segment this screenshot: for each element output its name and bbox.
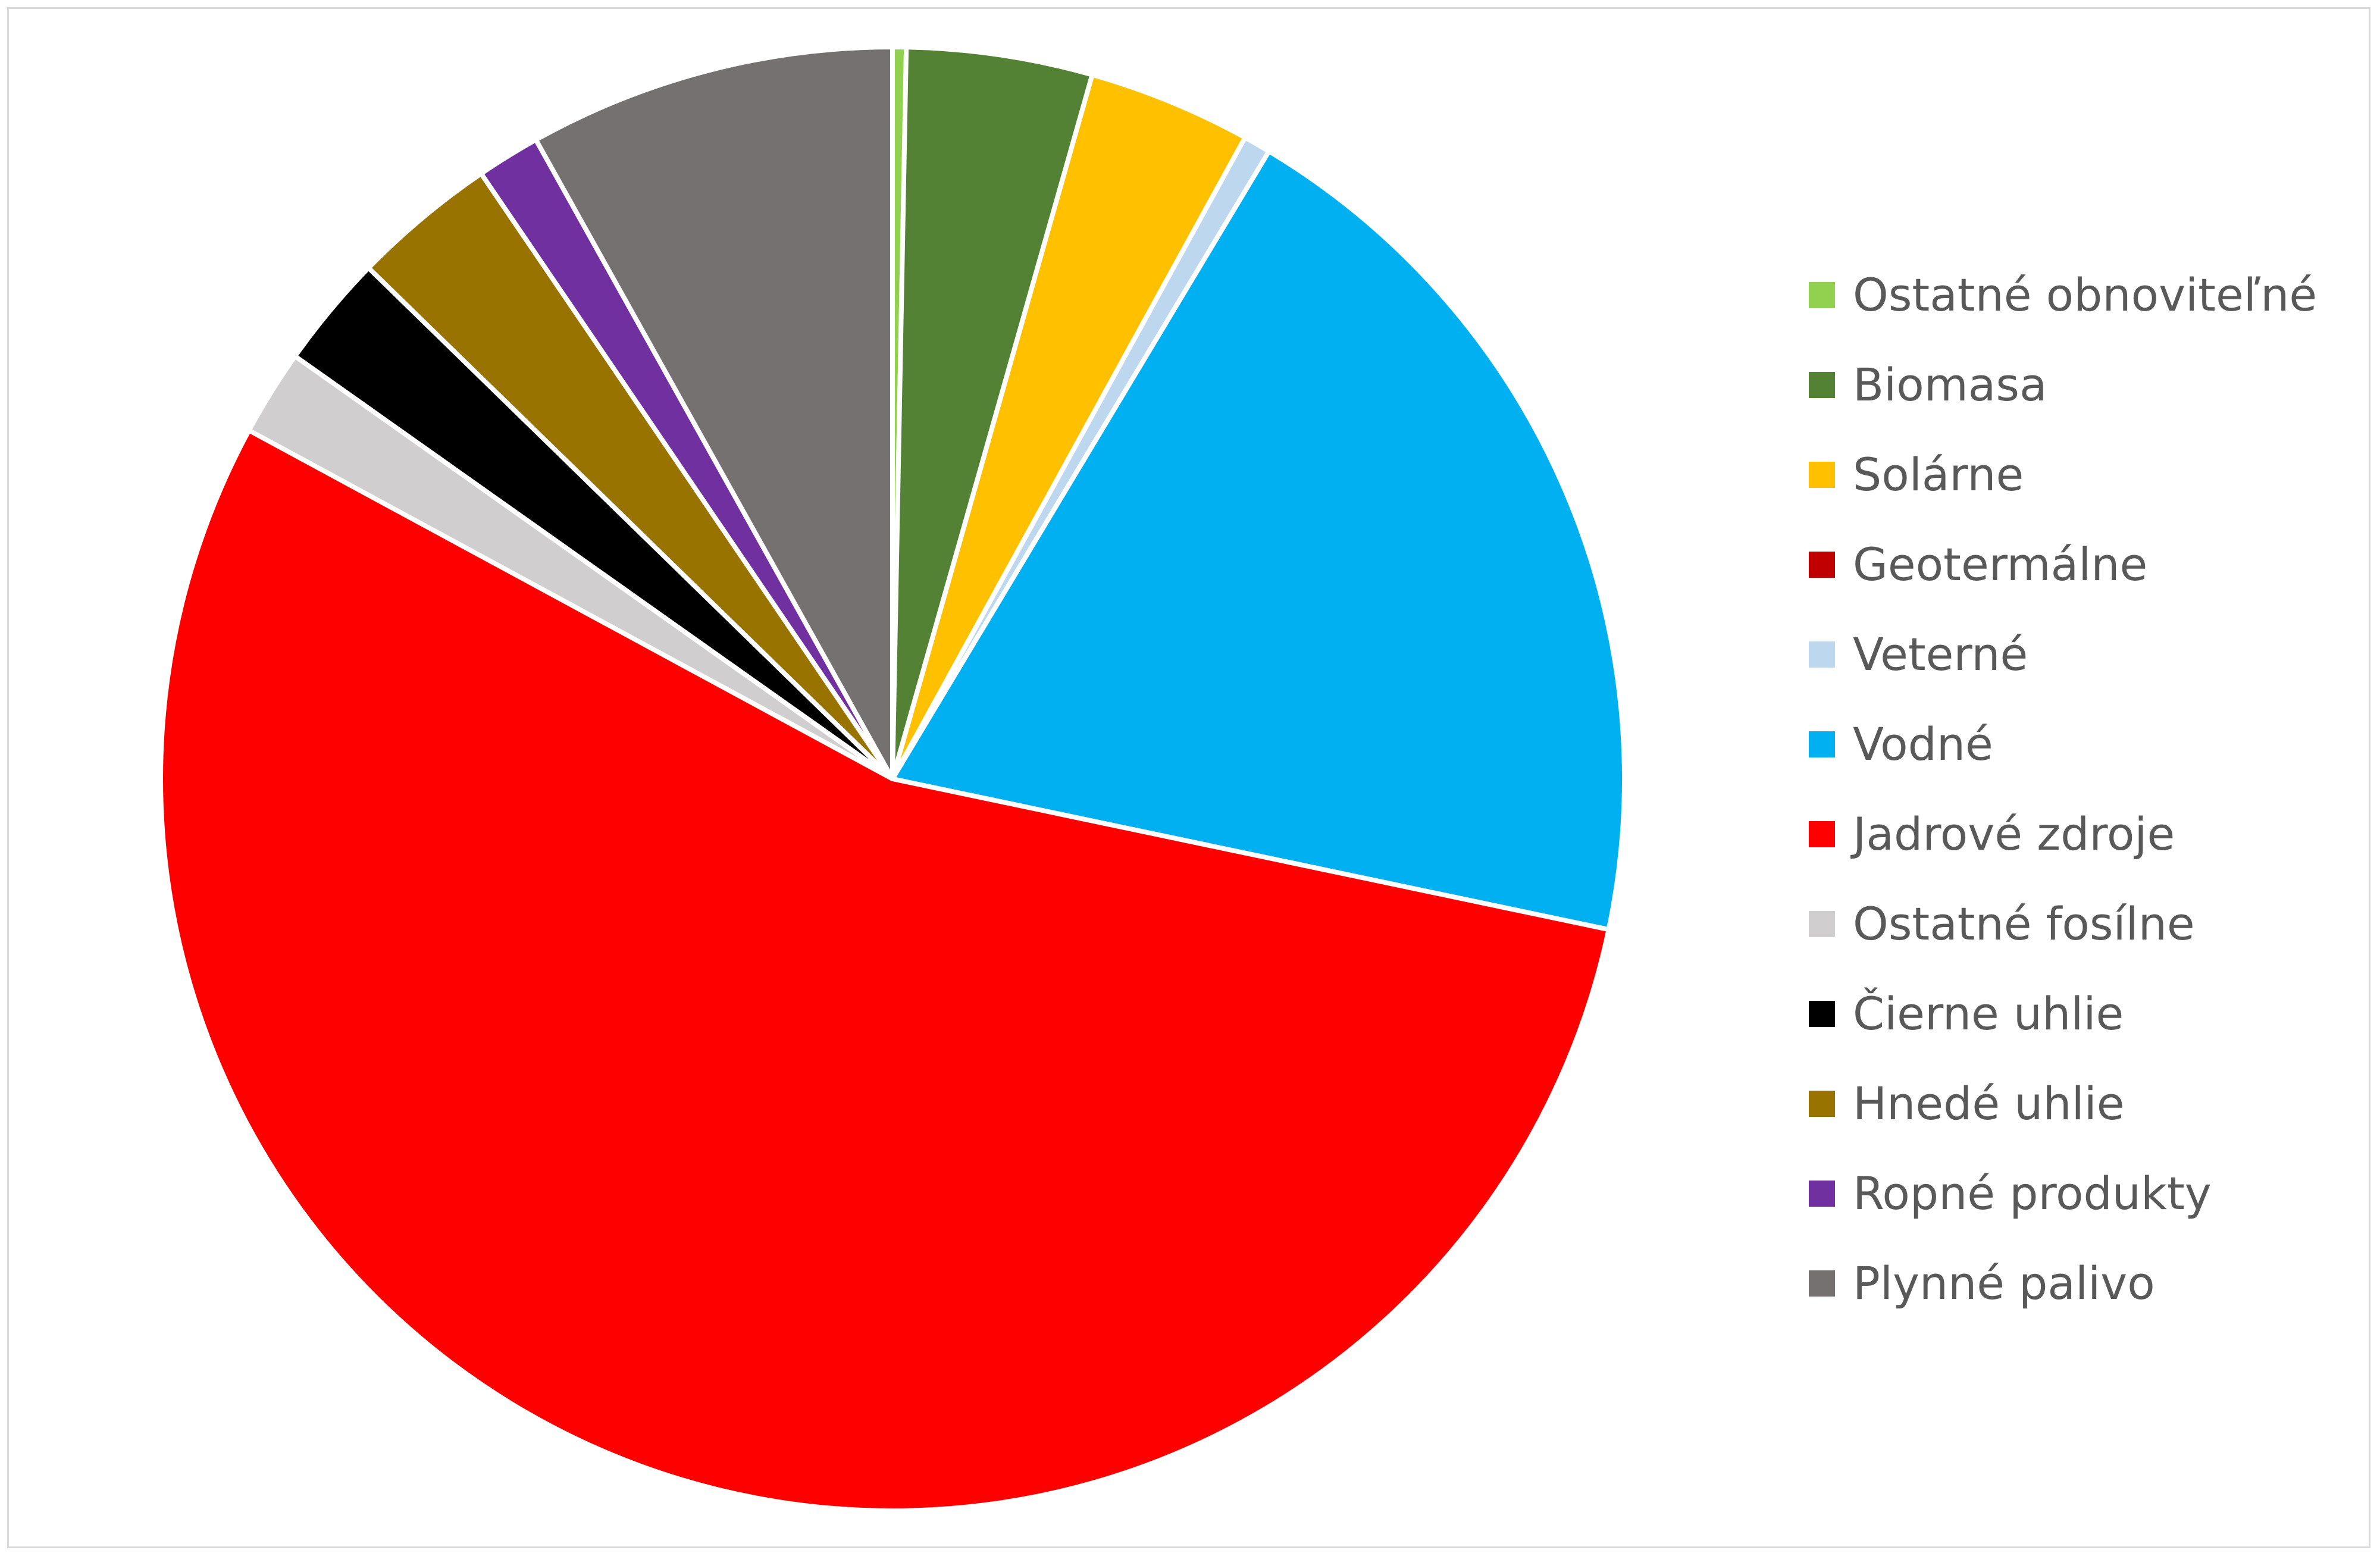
legend-swatch	[1809, 461, 1835, 488]
legend-item: Solárne	[1809, 430, 2317, 519]
legend-label: Ostatné fosílne	[1853, 897, 2195, 950]
chart-frame	[7, 7, 2370, 1548]
legend-swatch	[1809, 1090, 1835, 1117]
pie-slice-2	[890, 72, 1248, 781]
legend-swatch	[1809, 1000, 1835, 1027]
legend-item: Ostatné fosílne	[1809, 879, 2317, 969]
pie-slice-5	[890, 149, 1627, 932]
pie-slice-6	[158, 428, 1611, 1513]
legend: Ostatné obnoviteľné Biomasa Solárne Geoterm…	[1809, 250, 2317, 1328]
legend-label: Geotermálne	[1853, 538, 2148, 591]
pie-slice-9	[366, 171, 895, 781]
legend-swatch	[1809, 731, 1835, 757]
pie-slice-11	[533, 45, 895, 781]
legend-label: Biomasa	[1853, 358, 2047, 411]
legend-label: Plynné palivo	[1853, 1257, 2155, 1310]
legend-swatch	[1809, 371, 1835, 398]
legend-label: Čierne uhlie	[1853, 987, 2124, 1040]
legend-label: Solárne	[1853, 448, 2024, 501]
legend-swatch	[1809, 641, 1835, 668]
legend-swatch	[1809, 1180, 1835, 1207]
legend-swatch	[1809, 821, 1835, 847]
legend-swatch	[1809, 1270, 1835, 1297]
legend-item: Veterné	[1809, 609, 2317, 699]
legend-swatch	[1809, 281, 1835, 308]
legend-item: Jadrové zdroje	[1809, 789, 2317, 879]
legend-label: Hnedé uhlie	[1853, 1077, 2125, 1130]
legend-label: Ropné produkty	[1853, 1167, 2212, 1220]
legend-item: Ropné produkty	[1809, 1148, 2317, 1238]
legend-item: Geotermálne	[1809, 519, 2317, 609]
legend-label: Ostatné obnoviteľné	[1853, 268, 2318, 321]
legend-label: Vodné	[1853, 718, 1993, 771]
legend-item: Čierne uhlie	[1809, 969, 2317, 1059]
legend-label: Veterné	[1853, 628, 2028, 681]
legend-item: Ostatné obnoviteľné	[1809, 250, 2317, 340]
legend-item: Hnedé uhlie	[1809, 1059, 2317, 1148]
legend-item: Biomasa	[1809, 340, 2317, 430]
legend-swatch	[1809, 910, 1835, 937]
legend-label: Jadrové zdroje	[1853, 807, 2175, 860]
legend-item: Vodné	[1809, 699, 2317, 789]
legend-swatch	[1809, 551, 1835, 578]
legend-item: Plynné palivo	[1809, 1238, 2317, 1328]
